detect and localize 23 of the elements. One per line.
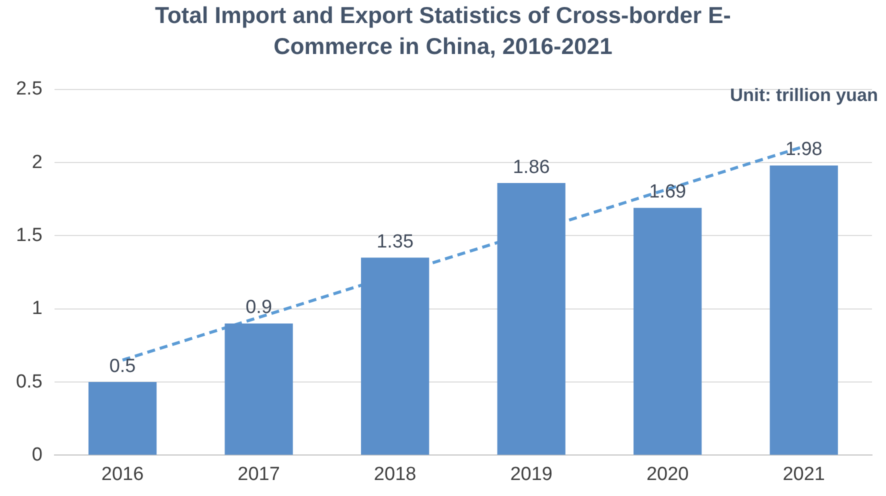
x-tick-label: 2020 xyxy=(646,464,689,485)
bar xyxy=(88,382,157,455)
y-tick-label: 0.5 xyxy=(16,371,42,392)
data-label: 1.86 xyxy=(512,156,550,178)
y-tick-label: 0 xyxy=(32,444,42,466)
x-tick-label: 2016 xyxy=(101,464,144,485)
bar xyxy=(634,208,702,455)
data-label: 1.98 xyxy=(785,139,822,160)
bar xyxy=(770,165,838,455)
y-tick-label: 2 xyxy=(32,152,42,173)
x-tick-label: 2017 xyxy=(238,464,280,485)
data-label: 1.35 xyxy=(376,231,414,252)
data-label: 1.69 xyxy=(649,182,686,203)
x-tick-label: 2021 xyxy=(782,464,826,485)
data-label: 0.5 xyxy=(109,356,136,377)
annotation: Unit: trillion yuan xyxy=(730,84,878,105)
data-label: 0.9 xyxy=(246,297,272,318)
y-tick-label: 1.5 xyxy=(16,224,42,246)
x-tick-label: 2018 xyxy=(374,464,416,485)
y-tick-label: 2.5 xyxy=(16,78,42,100)
y-tick-label: 1 xyxy=(32,298,42,320)
chart-title: Total Import and Export Statistics of Cross-border E-Commerce in China, 2016-2021 xyxy=(154,1,732,61)
x-tick-label: 2019 xyxy=(510,464,552,485)
